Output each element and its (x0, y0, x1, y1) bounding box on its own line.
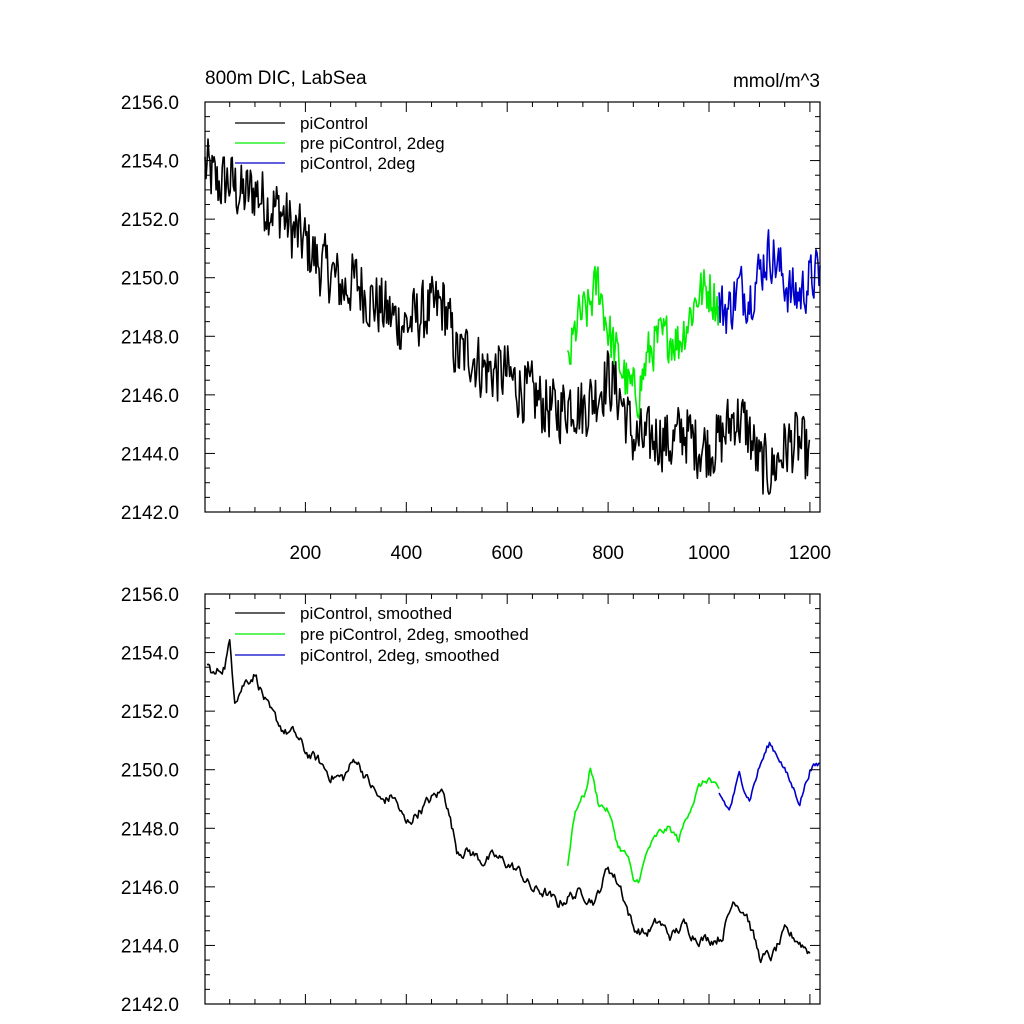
y-tick-label: 2152.0 (121, 702, 179, 723)
chart-title: 800m DIC, LabSea (205, 68, 367, 89)
y-tick-label: 2148.0 (121, 327, 179, 348)
units-label: mmol/m^3 (733, 71, 820, 92)
series-line-picontrol-2deg (718, 229, 821, 335)
y-tick-label: 2156.0 (121, 585, 179, 606)
series-line-picontrol-smoothed (206, 638, 811, 964)
legend-label-picontrol-smoothed: piControl, smoothed (300, 604, 452, 623)
bottom-panel: 2142.0 2144.0 2146.0 2148.0 2150.0 2152.0 2154… (121, 585, 821, 1016)
axis-ticks: 2142.0 2144.0 2146.0 2148.0 2150.0 2152.0 2154… (121, 585, 820, 1016)
axis-ticks: 2142.0 2144.0 2146.0 2148.0 2150.0 2152.0 2154… (121, 93, 831, 564)
series-line-picontrol-2deg-smoothed (718, 741, 821, 811)
y-tick-label: 2142.0 (121, 995, 179, 1016)
series-group (206, 638, 821, 964)
y-tick-label: 2150.0 (121, 269, 179, 290)
legend: piControl pre piControl, 2deg piControl,… (235, 114, 445, 173)
y-tick-label: 2150.0 (121, 761, 179, 782)
x-tick-label: 200 (290, 543, 322, 564)
x-tick-label: 400 (390, 543, 422, 564)
y-tick-label: 2144.0 (121, 444, 179, 465)
y-tick-label: 2156.0 (121, 93, 179, 114)
x-tick-label: 600 (491, 543, 523, 564)
series-group (204, 138, 821, 496)
x-tick-label: 800 (592, 543, 624, 564)
legend-label-picontrol-2deg: piControl, 2deg (300, 154, 415, 173)
x-tick-label: 1000 (688, 543, 730, 564)
series-line-pre-picontrol-2deg-smoothed (566, 767, 720, 884)
y-tick-label: 2154.0 (121, 152, 179, 173)
y-tick-label: 2146.0 (121, 878, 179, 899)
y-tick-label: 2146.0 (121, 386, 179, 407)
legend-label-picontrol: piControl (300, 114, 368, 133)
y-tick-label: 2152.0 (121, 210, 179, 231)
legend-label-picontrol-2deg-smoothed: piControl, 2deg, smoothed (300, 646, 499, 665)
legend: piControl, smoothed pre piControl, 2deg,… (235, 604, 529, 665)
top-panel: 800m DIC, LabSea mmol/m^3 2142.02144.021… (121, 68, 831, 564)
plot-frame (204, 593, 821, 1005)
legend-label-pre-picontrol-2deg: pre piControl, 2deg (300, 134, 445, 153)
y-tick-label: 2144.0 (121, 936, 179, 957)
x-tick-label: 1200 (789, 543, 831, 564)
series-line-pre-picontrol-2deg (566, 265, 720, 419)
y-tick-label: 2154.0 (121, 644, 179, 665)
y-tick-label: 2142.0 (121, 503, 179, 524)
y-tick-label: 2148.0 (121, 819, 179, 840)
series-line-picontrol (204, 138, 811, 496)
legend-label-pre-picontrol-2deg-smoothed: pre piControl, 2deg, smoothed (300, 625, 529, 644)
